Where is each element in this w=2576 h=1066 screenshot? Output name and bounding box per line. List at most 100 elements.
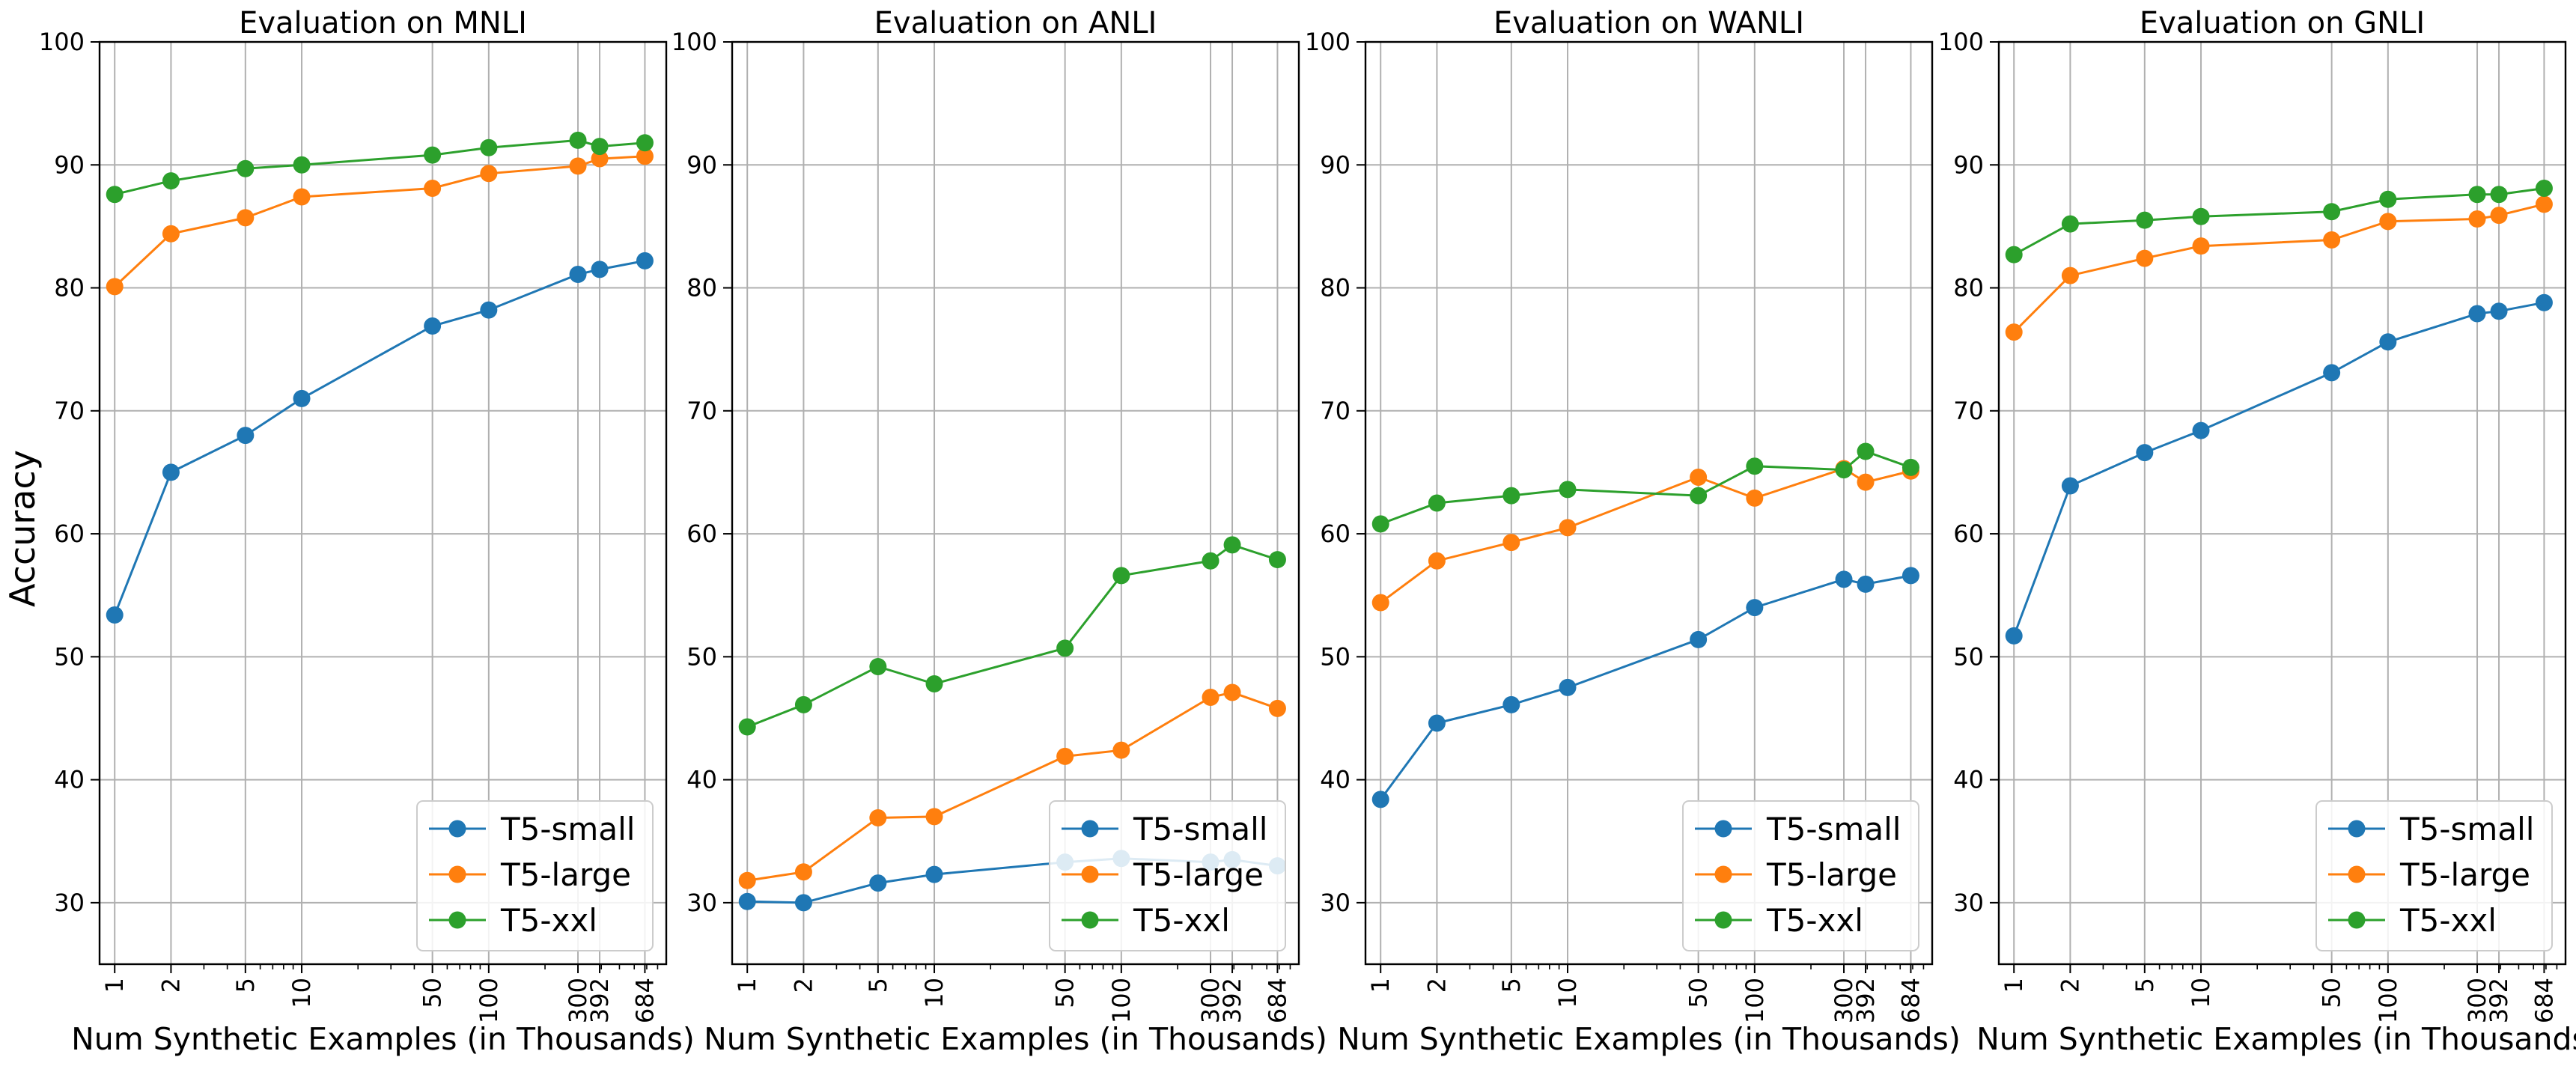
- data-point: [2136, 249, 2154, 267]
- data-point: [162, 172, 180, 190]
- data-point: [569, 131, 587, 149]
- y-tick-label: 30: [1953, 889, 1984, 917]
- data-point: [1371, 594, 1389, 612]
- legend-swatch-marker: [1081, 865, 1099, 883]
- data-point: [2535, 195, 2553, 213]
- y-tick-label: 80: [686, 274, 717, 302]
- x-tick-label: 392: [585, 978, 614, 1023]
- data-point: [2005, 323, 2023, 341]
- y-tick-label: 80: [1953, 274, 1984, 302]
- x-tick-label: 300: [2463, 978, 2491, 1023]
- y-tick-label: 30: [54, 889, 85, 917]
- data-point: [2323, 231, 2341, 249]
- data-point: [2136, 211, 2154, 229]
- data-point: [2323, 364, 2341, 382]
- data-point: [636, 134, 654, 152]
- data-point: [794, 695, 812, 713]
- data-point: [424, 317, 442, 335]
- data-point: [569, 265, 587, 283]
- x-tick-label: 2: [1422, 978, 1451, 993]
- y-tick-label: 50: [1320, 642, 1351, 671]
- data-point: [1056, 639, 1074, 657]
- legend-label: T5-xxl: [1766, 902, 1863, 939]
- data-point: [480, 165, 498, 183]
- y-tick-label: 100: [39, 28, 85, 56]
- data-point: [1428, 714, 1446, 732]
- x-tick-label: 684: [1896, 978, 1925, 1023]
- x-tick-label: 684: [630, 978, 659, 1023]
- y-tick-label: 50: [1953, 642, 1984, 671]
- data-point: [1559, 519, 1577, 537]
- data-point: [2379, 333, 2397, 351]
- data-point: [1559, 678, 1577, 696]
- data-point: [1428, 494, 1446, 512]
- y-tick-label: 30: [686, 889, 717, 917]
- data-point: [1559, 481, 1577, 499]
- y-tick-label: 90: [686, 150, 717, 179]
- data-point: [480, 301, 498, 319]
- x-tick-label: 1: [2000, 978, 2028, 993]
- data-point: [162, 463, 180, 481]
- x-tick-label: 10: [287, 978, 316, 1008]
- data-point: [1746, 489, 1764, 507]
- y-tick-label: 30: [1320, 889, 1351, 917]
- data-point: [237, 427, 255, 445]
- data-point: [293, 389, 311, 407]
- data-point: [1502, 695, 1520, 713]
- y-tick-label: 100: [672, 28, 717, 56]
- data-point: [2323, 203, 2341, 221]
- data-point: [569, 157, 587, 175]
- data-point: [2061, 215, 2079, 233]
- data-point: [2379, 190, 2397, 208]
- x-axis-label: Num Synthetic Examples (in Thousands: [1976, 1021, 2576, 1057]
- data-point: [869, 874, 887, 892]
- x-tick-label: 50: [1684, 978, 1713, 1008]
- y-tick-label: 50: [54, 642, 85, 671]
- data-point: [424, 179, 442, 197]
- data-point: [2136, 444, 2154, 462]
- legend-swatch-marker: [1714, 865, 1732, 883]
- y-tick-label: 80: [1320, 274, 1351, 302]
- x-tick-label: 684: [1263, 978, 1291, 1023]
- axes-frame: [731, 40, 1300, 966]
- data-point: [1857, 442, 1875, 460]
- x-tick-label: 10: [920, 978, 949, 1008]
- data-point: [1835, 461, 1853, 479]
- legend-label: T5-small: [1133, 811, 1267, 847]
- legend-swatch-marker: [2348, 865, 2366, 883]
- data-point: [925, 674, 943, 692]
- y-tick-label: 100: [1938, 28, 1984, 56]
- data-point: [1268, 699, 1286, 717]
- data-point: [1690, 469, 1708, 487]
- y-tick-label: 60: [54, 520, 85, 548]
- legend-box: [1682, 800, 1919, 951]
- chart-title: Evaluation on WANLI: [1493, 6, 1804, 40]
- legend-box: [2315, 800, 2553, 951]
- legend-label: T5-xxl: [2399, 902, 2497, 939]
- x-tick-label: 5: [2131, 978, 2159, 993]
- data-point: [2490, 186, 2508, 204]
- data-point: [2468, 186, 2486, 204]
- data-point: [2490, 207, 2508, 225]
- data-point: [1056, 747, 1074, 765]
- data-point: [293, 188, 311, 206]
- data-point: [1901, 458, 1919, 476]
- data-point: [1223, 536, 1241, 554]
- chart-title: Evaluation on ANLI: [874, 6, 1157, 40]
- y-tick-label: 60: [1953, 520, 1984, 548]
- data-point: [1202, 552, 1220, 570]
- x-tick-label: 100: [475, 978, 503, 1023]
- data-point: [2468, 305, 2486, 323]
- axes-frame: [98, 40, 668, 966]
- data-point: [1835, 570, 1853, 588]
- y-tick-label: 70: [686, 397, 717, 425]
- data-point: [237, 209, 255, 227]
- data-point: [1857, 575, 1875, 593]
- legend-label: T5-xxl: [500, 902, 597, 939]
- legend-swatch-marker: [448, 865, 466, 883]
- x-tick-label: 2: [789, 978, 817, 993]
- data-point: [293, 156, 311, 174]
- x-tick-label: 684: [2530, 978, 2558, 1023]
